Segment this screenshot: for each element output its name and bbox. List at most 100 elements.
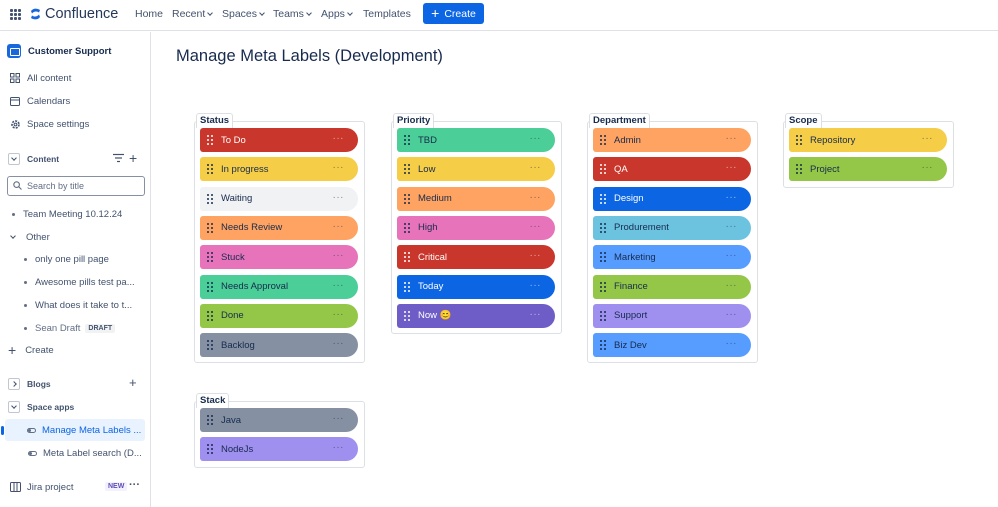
drag-handle-icon[interactable] <box>796 135 802 145</box>
label-pill[interactable]: Produrement ··· <box>593 215 751 240</box>
more-icon[interactable]: ··· <box>529 220 541 232</box>
sidebar-create-item[interactable]: + Create <box>0 342 150 358</box>
drag-handle-icon[interactable] <box>600 340 606 351</box>
label-pill[interactable]: To Do ··· <box>200 128 358 152</box>
label-pill[interactable]: In progress ··· <box>200 157 358 182</box>
drag-handle-icon[interactable] <box>404 222 410 233</box>
more-icon[interactable]: ··· <box>332 279 344 291</box>
drag-handle-icon[interactable] <box>600 222 606 233</box>
label-pill[interactable]: Finance ··· <box>593 274 751 299</box>
tree-item[interactable]: only one pill page <box>0 251 150 267</box>
label-pill[interactable]: Design ··· <box>593 186 751 211</box>
search-by-title-input[interactable]: Search by title <box>7 176 145 196</box>
more-icon[interactable]: ··· <box>921 133 933 144</box>
more-icon[interactable]: ··· <box>332 413 344 424</box>
drag-handle-icon[interactable] <box>600 310 606 321</box>
more-icon[interactable]: ··· <box>725 279 737 291</box>
tree-item-other[interactable]: Other <box>0 229 150 245</box>
label-pill[interactable]: Stuck ··· <box>200 245 358 270</box>
label-pill[interactable]: Done ··· <box>200 303 358 328</box>
label-pill[interactable]: Now 😊 ··· <box>397 303 555 328</box>
label-pill[interactable]: TBD ··· <box>397 128 555 152</box>
space-header[interactable]: Customer Support <box>0 42 150 60</box>
space-apps-section-header[interactable]: Space apps <box>0 399 150 415</box>
more-icon[interactable]: ··· <box>529 250 541 262</box>
drag-handle-icon[interactable] <box>404 252 410 263</box>
drag-handle-icon[interactable] <box>207 281 213 292</box>
more-icon[interactable]: ··· <box>529 279 541 291</box>
label-pill[interactable]: Admin ··· <box>593 128 751 152</box>
drag-handle-icon[interactable] <box>404 135 410 145</box>
label-pill[interactable]: Backlog ··· <box>200 333 358 358</box>
more-icon[interactable]: ··· <box>529 133 541 144</box>
drag-handle-icon[interactable] <box>207 164 213 175</box>
sidebar-item-calendars[interactable]: Calendars <box>0 93 150 109</box>
drag-handle-icon[interactable] <box>207 340 213 351</box>
sidebar-item-manage-meta-labels[interactable]: Manage Meta Labels ... <box>5 419 145 441</box>
more-icon[interactable]: ··· <box>529 162 541 174</box>
drag-handle-icon[interactable] <box>207 415 213 425</box>
sidebar-item-jira-project[interactable]: Jira project NEW ··· <box>0 479 150 495</box>
drag-handle-icon[interactable] <box>404 310 410 321</box>
drag-handle-icon[interactable] <box>600 252 606 263</box>
add-blog-icon[interactable]: + <box>129 376 137 390</box>
label-pill[interactable]: NodeJs ··· <box>200 437 358 462</box>
drag-handle-icon[interactable] <box>600 193 606 204</box>
sidebar-item-all-content[interactable]: All content <box>0 70 150 86</box>
drag-handle-icon[interactable] <box>207 193 213 204</box>
more-icon[interactable]: ··· <box>332 220 344 232</box>
label-pill[interactable]: Biz Dev ··· <box>593 333 751 358</box>
sidebar-item-meta-label-search[interactable]: Meta Label search (D... <box>0 445 150 461</box>
sidebar-item-space-settings[interactable]: Space settings <box>0 116 150 132</box>
add-content-icon[interactable]: + <box>129 151 138 166</box>
content-section-header[interactable]: Content + <box>0 151 150 167</box>
label-pill[interactable]: Support ··· <box>593 303 751 328</box>
more-icon[interactable]: ··· <box>725 191 737 203</box>
drag-handle-icon[interactable] <box>207 222 213 233</box>
drag-handle-icon[interactable] <box>600 135 606 145</box>
drag-handle-icon[interactable] <box>404 193 410 204</box>
chevron-down-icon[interactable] <box>8 401 20 413</box>
nav-spaces[interactable]: Spaces <box>222 8 265 20</box>
drag-handle-icon[interactable] <box>404 164 410 175</box>
label-pill[interactable]: Needs Approval ··· <box>200 274 358 299</box>
blogs-section-header[interactable]: Blogs + <box>0 376 150 392</box>
more-icon[interactable]: ··· <box>129 479 140 491</box>
more-icon[interactable]: ··· <box>332 338 344 350</box>
chevron-down-icon[interactable] <box>8 153 20 165</box>
more-icon[interactable]: ··· <box>332 162 344 174</box>
more-icon[interactable]: ··· <box>725 250 737 262</box>
label-pill[interactable]: Marketing ··· <box>593 245 751 270</box>
nav-home[interactable]: Home <box>135 8 163 20</box>
filter-icon[interactable] <box>113 153 124 165</box>
more-icon[interactable]: ··· <box>921 162 933 174</box>
nav-templates[interactable]: Templates <box>363 8 411 20</box>
more-icon[interactable]: ··· <box>529 308 541 320</box>
more-icon[interactable]: ··· <box>332 308 344 320</box>
tree-item[interactable]: Awesome pills test pa... <box>0 274 150 290</box>
confluence-logo[interactable]: Confluence <box>30 6 118 22</box>
tree-item[interactable]: What does it take to t... <box>0 297 150 313</box>
label-pill[interactable]: Repository ··· <box>789 128 947 152</box>
more-icon[interactable]: ··· <box>332 250 344 262</box>
drag-handle-icon[interactable] <box>796 164 802 175</box>
more-icon[interactable]: ··· <box>725 133 737 144</box>
drag-handle-icon[interactable] <box>207 252 213 263</box>
label-pill[interactable]: Project ··· <box>789 157 947 182</box>
nav-teams[interactable]: Teams <box>273 8 312 20</box>
label-pill[interactable]: Today ··· <box>397 274 555 299</box>
more-icon[interactable]: ··· <box>332 133 344 144</box>
drag-handle-icon[interactable] <box>207 310 213 321</box>
drag-handle-icon[interactable] <box>207 135 213 145</box>
more-icon[interactable]: ··· <box>725 338 737 350</box>
more-icon[interactable]: ··· <box>725 308 737 320</box>
more-icon[interactable]: ··· <box>332 191 344 203</box>
label-pill[interactable]: Waiting ··· <box>200 186 358 211</box>
tree-item[interactable]: Team Meeting 10.12.24 <box>0 206 150 222</box>
more-icon[interactable]: ··· <box>332 442 344 454</box>
label-pill[interactable]: Needs Review ··· <box>200 215 358 240</box>
label-pill[interactable]: Low ··· <box>397 157 555 182</box>
nav-apps[interactable]: Apps <box>321 8 353 20</box>
label-pill[interactable]: High ··· <box>397 215 555 240</box>
drag-handle-icon[interactable] <box>600 164 606 175</box>
